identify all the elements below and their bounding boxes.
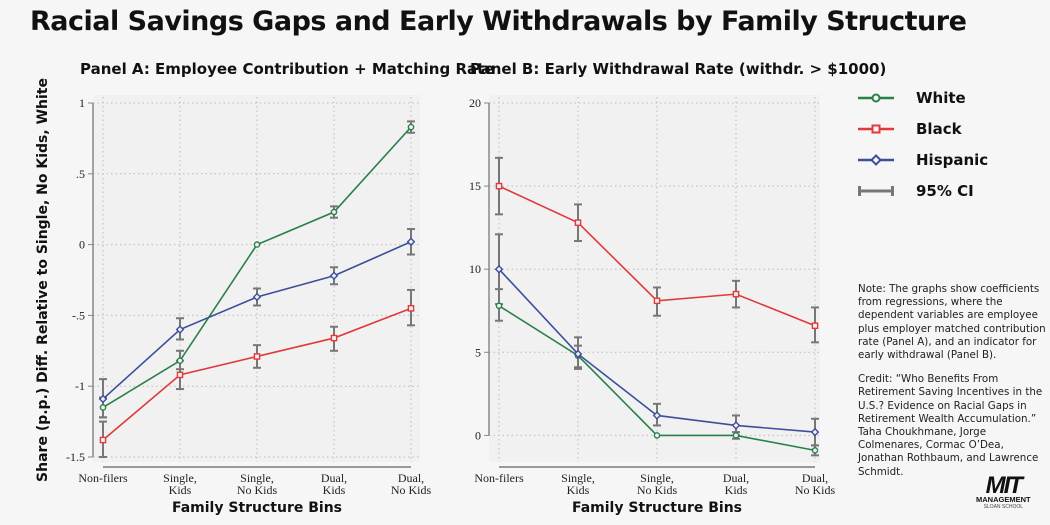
x-tick-line: No Kids	[637, 483, 678, 497]
y-tick-label: 5	[475, 345, 481, 359]
x-tick-line: Non-filers	[78, 471, 128, 485]
chart-title: Racial Savings Gaps and Early Withdrawal…	[30, 6, 967, 37]
x-tick-label: Dual, Kids	[321, 471, 347, 497]
x-tick-line: Single,	[561, 471, 595, 485]
y-tick-label: -1.5	[66, 450, 85, 464]
data-point-black	[811, 322, 819, 330]
data-point-white	[176, 357, 184, 365]
data-point-white	[495, 302, 503, 310]
legend-label: 95% CI	[916, 181, 974, 200]
x-tick-line: Single,	[640, 471, 674, 485]
data-point-white	[253, 241, 261, 248]
x-tick-line: Dual,	[398, 471, 424, 485]
data-point-black	[330, 334, 338, 342]
y-tick-label: -1	[75, 379, 85, 393]
mit-sloan-logo: MIT MANAGEMENT SLOAN SCHOOL	[976, 472, 1031, 511]
x-tick-label: Dual, Kids	[723, 471, 749, 497]
x-tick-line: No Kids	[795, 483, 836, 497]
x-tick-label: Single, Kids	[561, 471, 595, 497]
x-tick-label: Single, No Kids	[237, 471, 278, 497]
x-tick-line: Dual,	[802, 471, 828, 485]
diamond-marker-icon	[858, 153, 894, 166]
note-block: Note: The graphs show coefficients from …	[858, 283, 1048, 490]
legend-item-hispanic: Hispanic	[858, 144, 988, 175]
x-tick-label: Non-filers	[474, 471, 524, 485]
x-tick-line: Single,	[240, 471, 274, 485]
x-tick-line: Dual,	[321, 471, 347, 485]
x-axis-label: Family Structure Bins	[572, 500, 742, 516]
data-point-black	[176, 371, 184, 379]
data-point-hispanic	[494, 264, 504, 274]
x-tick-line: Single,	[163, 471, 197, 485]
x-tick-line: Kids	[169, 483, 192, 497]
legend-label: Black	[916, 119, 962, 138]
legend-item-ci: 95% CI	[858, 175, 988, 206]
data-point-black	[653, 297, 661, 305]
x-tick-label: Non-filers	[78, 471, 128, 485]
note-text: Note: The graphs show coefficients from …	[858, 283, 1046, 362]
square-marker-icon	[858, 124, 894, 133]
legend-item-black: Black	[858, 113, 988, 144]
y-axis-label: Share (p.p.) Diff. Relative to Single, N…	[35, 78, 51, 482]
data-point-white	[811, 447, 819, 454]
circle-marker-icon	[858, 93, 894, 102]
data-point-white	[330, 208, 338, 216]
panel-a-title: Panel A: Employee Contribution + Matchin…	[80, 60, 495, 78]
panel-b-title: Panel B: Early Withdrawal Rate (withdr. …	[470, 60, 887, 78]
x-tick-line: Dual,	[723, 471, 749, 485]
x-axis-label: Family Structure Bins	[172, 500, 342, 516]
data-point-black	[495, 182, 503, 190]
data-point-black	[99, 436, 107, 444]
data-point-hispanic	[175, 325, 185, 334]
data-point-black	[253, 353, 261, 360]
y-tick-label: 1	[79, 96, 85, 110]
x-tick-line: Kids	[725, 483, 748, 497]
data-point-black	[574, 219, 582, 226]
data-point-white	[732, 432, 740, 439]
x-tick-line: Non-filers	[474, 471, 524, 485]
data-point-hispanic	[329, 271, 339, 281]
x-tick-label: Dual, No Kids	[391, 471, 432, 497]
data-point-hispanic	[98, 394, 108, 404]
errorbar-icon	[858, 185, 894, 196]
data-point-hispanic	[810, 427, 820, 437]
legend-label: Hispanic	[916, 150, 989, 169]
y-tick-label: 0	[475, 428, 481, 442]
credit-text: Credit: “Who Benefits From Retirement Sa…	[858, 373, 1043, 478]
x-tick-line: No Kids	[237, 483, 278, 497]
data-point-hispanic	[731, 421, 741, 430]
plot-area	[489, 95, 820, 462]
data-point-white	[653, 432, 661, 439]
data-point-white	[99, 404, 107, 411]
data-point-hispanic	[406, 237, 416, 247]
y-tick-label: -.5	[72, 308, 85, 322]
y-tick-label: 15	[469, 179, 481, 193]
data-point-hispanic	[652, 411, 662, 420]
y-tick-label: 10	[469, 262, 481, 276]
x-tick-label: Single, Kids	[163, 471, 197, 497]
legend-label: White	[916, 88, 966, 107]
data-point-hispanic	[252, 292, 262, 302]
data-point-hispanic	[573, 349, 583, 359]
legend-item-white: White	[858, 82, 988, 113]
data-point-black	[407, 305, 415, 312]
data-point-black	[732, 290, 740, 298]
legend: White Black Hispanic 95% CI	[858, 82, 988, 206]
y-tick-label: 20	[469, 96, 481, 110]
x-tick-line: Kids	[567, 483, 590, 497]
data-point-white	[407, 123, 415, 131]
y-tick-label: .5	[76, 167, 85, 181]
x-tick-label: Dual, No Kids	[795, 471, 836, 497]
x-tick-line: Kids	[323, 483, 346, 497]
x-tick-line: No Kids	[391, 483, 432, 497]
x-tick-label: Single, No Kids	[637, 471, 678, 497]
y-tick-label: 0	[79, 238, 85, 252]
